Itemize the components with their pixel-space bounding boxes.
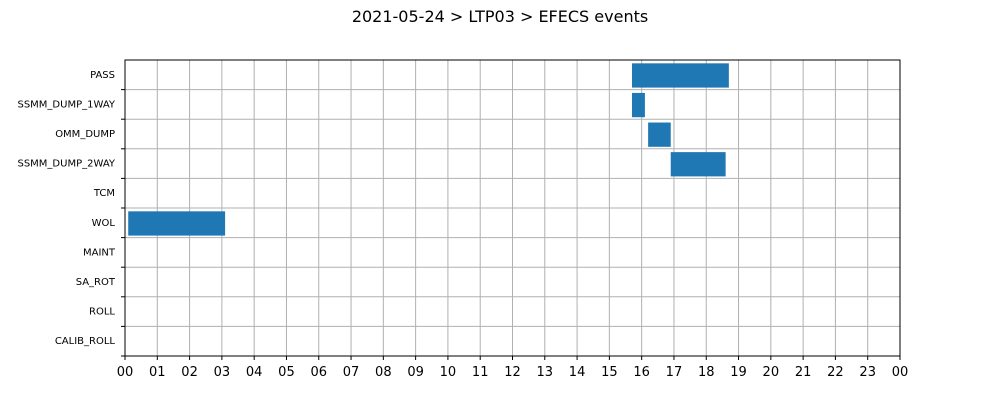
x-tick-label: 23 [859,365,876,380]
x-tick-label: 21 [795,365,812,380]
x-tick-label: 10 [440,365,457,380]
x-tick-label: 12 [504,365,521,380]
y-tick-label: SSMM_DUMP_2WAY [17,159,115,170]
event-bar [128,211,226,236]
event-bars [128,63,729,236]
x-tick-label: 14 [569,365,586,380]
y-tick-label: WOL [92,218,116,229]
x-tick-label: 00 [117,365,134,380]
event-bar [648,122,671,147]
x-tick-label: 17 [666,365,683,380]
x-tick-label: 06 [310,365,327,380]
x-tick-label: 15 [601,365,618,380]
x-tick-label: 04 [246,365,263,380]
y-tick-label: SSMM_DUMP_1WAY [17,99,115,110]
event-bar [631,63,729,88]
x-tick-label: 09 [407,365,424,380]
y-tick-label: OMM_DUMP [55,129,115,140]
x-tick-label: 07 [343,365,360,380]
y-axis: PASS SSMM_DUMP_1WAY OMM_DUMP SSMM_DUMP_2WAY… [17,70,125,357]
x-tick-label: 19 [730,365,747,380]
x-tick-label: 01 [149,365,166,380]
x-tick-label: 18 [698,365,715,380]
y-tick-label: SA_ROT [76,277,116,288]
x-tick-label: 20 [763,365,780,380]
x-tick-label: 03 [214,365,231,380]
x-tick-label: 08 [375,365,392,380]
event-bar [631,92,645,118]
x-tick-label: 11 [472,365,489,380]
event-bar [670,152,726,177]
y-tick-label: TCM [93,188,115,199]
x-tick-label: 00 [892,365,909,380]
y-tick-label: CALIB_ROLL [55,336,116,347]
x-tick-label: 22 [827,365,844,380]
y-tick-label: ROLL [89,307,115,318]
y-tick-label: MAINT [83,247,116,258]
x-axis: 00 01 02 03 04 05 06 07 08 09 10 11 12 13 14 15 16 17 18 19… [117,356,909,380]
chart-title: 2021-05-24 > LTP03 > EFECS events [352,7,648,26]
x-tick-label: 13 [537,365,554,380]
x-tick-label: 16 [633,365,650,380]
x-tick-label: 05 [278,365,295,380]
y-tick-label: PASS [90,70,115,81]
x-tick-label: 02 [181,365,198,380]
grid-lines [124,60,901,356]
